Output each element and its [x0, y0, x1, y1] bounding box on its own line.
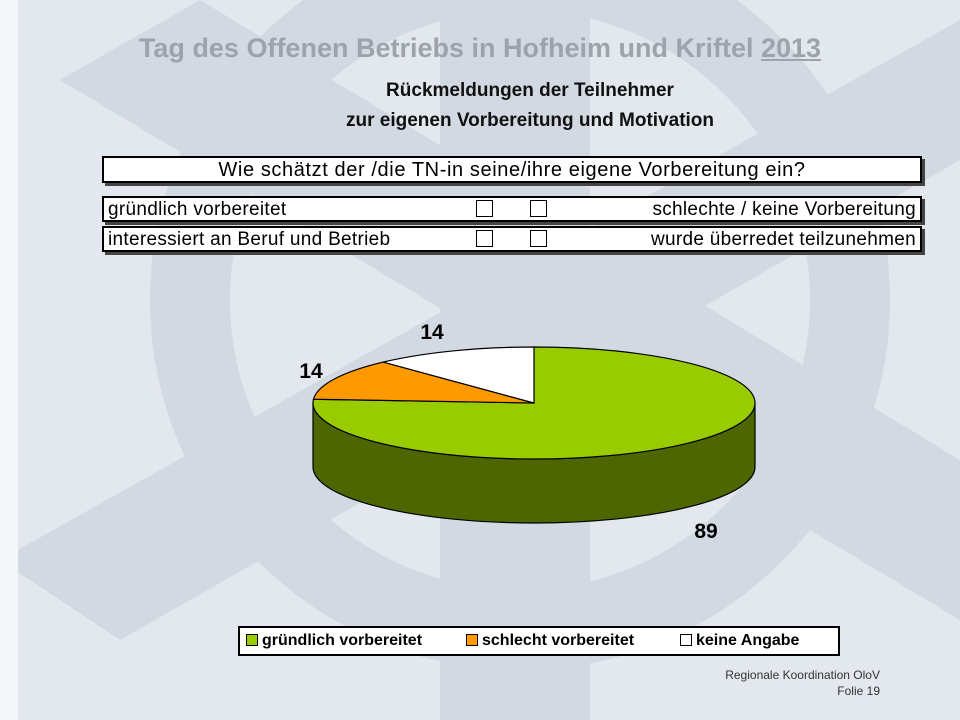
footer-org: Regionale Koordination OloV	[725, 668, 880, 682]
pie-slice	[382, 346, 535, 404]
checkbox[interactable]	[530, 230, 547, 247]
title-text: Tag des Offenen Betriebs in Hofheim und …	[138, 33, 754, 63]
chart-legend: gründlich vorbereitet schlecht vorbereit…	[238, 626, 840, 656]
legend-item: keine Angabe	[680, 628, 799, 654]
pie-slice	[312, 361, 535, 404]
title-year: 2013	[761, 33, 822, 63]
slide-subtitle-line1: Rückmeldungen der Teilnehmer	[386, 80, 674, 101]
checkbox[interactable]	[476, 200, 493, 217]
data-label: 14	[299, 360, 323, 383]
legend-item: schlecht vorbereitet	[466, 628, 634, 654]
footer-slide-number: Folie 19	[837, 684, 880, 698]
legend-swatch	[466, 634, 478, 646]
data-label: 89	[694, 520, 717, 543]
legend-swatch	[246, 634, 258, 646]
checkbox[interactable]	[530, 200, 547, 217]
legend-swatch	[680, 634, 692, 646]
option-left-label: interessiert an Beruf und Betrieb	[108, 229, 391, 250]
legend-label: keine Angabe	[696, 632, 800, 649]
legend-item: gründlich vorbereitet	[246, 628, 422, 654]
option-right-label: schlechte / keine Vorbereitung	[652, 199, 916, 220]
survey-row-2: interessiert an Beruf und Betrieb wurde …	[102, 226, 922, 252]
slide-subtitle-line2: zur eigenen Vorbereitung und Motivation	[345, 110, 715, 131]
option-right-label: wurde überredet teilzunehmen	[650, 229, 916, 250]
checkbox[interactable]	[476, 230, 493, 247]
pie-slice	[312, 346, 756, 460]
presentation-title: Tag des Offenen Betriebs in Hofheim und …	[0, 33, 960, 64]
option-left-label: gründlich vorbereitet	[108, 199, 287, 220]
survey-row-1: gründlich vorbereitet schlechte / keine …	[102, 196, 922, 222]
legend-label: gründlich vorbereitet	[262, 632, 423, 649]
data-label: 14	[420, 321, 444, 344]
legend-label: schlecht vorbereitet	[482, 632, 635, 649]
survey-question: Wie schätzt der /die TN-in seine/ihre ei…	[102, 156, 922, 183]
